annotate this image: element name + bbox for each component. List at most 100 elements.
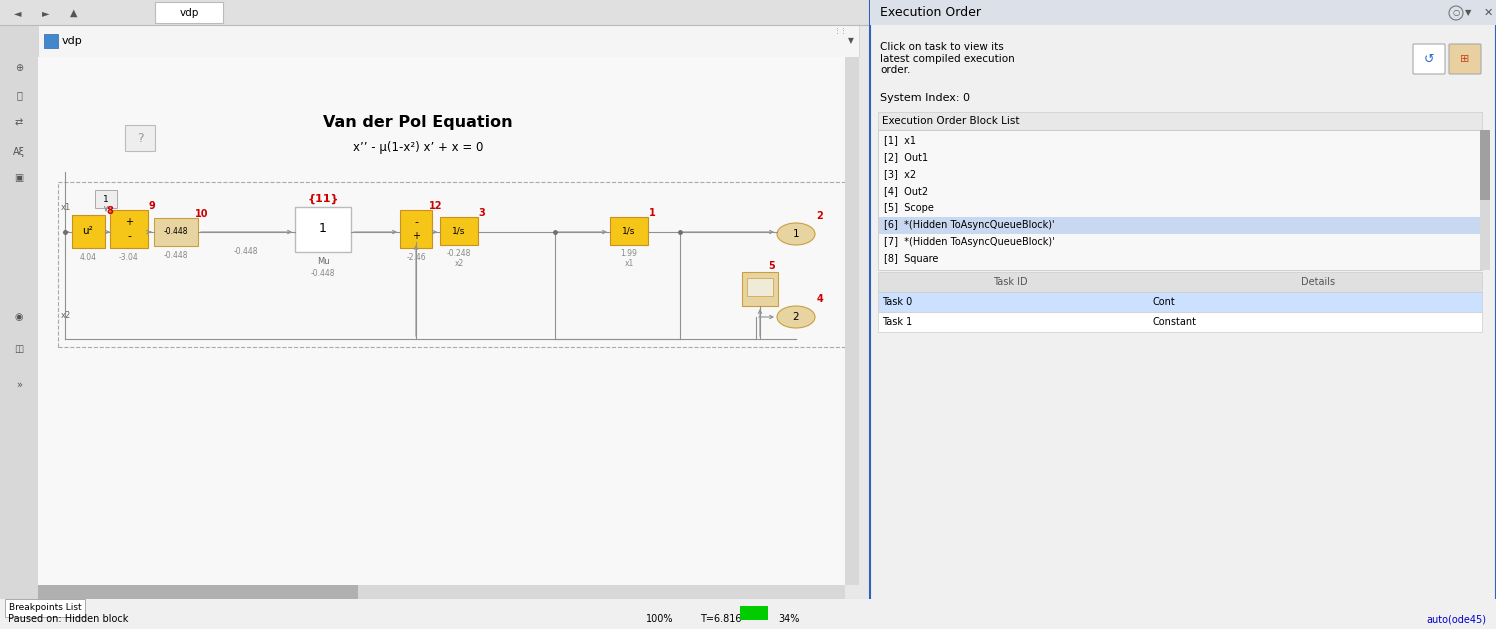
Text: [8]  Square: [8] Square xyxy=(884,254,938,264)
Text: -2.46: -2.46 xyxy=(407,252,426,262)
Bar xyxy=(37,57,845,585)
Text: ▣: ▣ xyxy=(15,173,24,183)
Text: ⊞: ⊞ xyxy=(1460,54,1469,64)
Text: -0.248: -0.248 xyxy=(447,250,471,259)
Bar xyxy=(878,312,1483,332)
Bar xyxy=(440,217,479,245)
Text: -0.448: -0.448 xyxy=(163,228,188,237)
Circle shape xyxy=(1450,6,1463,20)
Text: 8: 8 xyxy=(106,206,114,216)
Text: -3.04: -3.04 xyxy=(120,252,139,262)
Bar xyxy=(878,112,1483,130)
Text: -: - xyxy=(414,217,417,227)
Bar xyxy=(741,606,767,620)
Text: x’’ - μ(1-x²) x’ + x = 0: x’’ - μ(1-x²) x’ + x = 0 xyxy=(353,140,483,153)
Bar xyxy=(399,210,432,248)
Text: 2: 2 xyxy=(817,211,823,221)
Text: 9: 9 xyxy=(148,201,156,211)
Bar xyxy=(0,599,1496,629)
Bar xyxy=(0,25,37,599)
Text: 2: 2 xyxy=(793,312,799,322)
Text: [5]  Scope: [5] Scope xyxy=(884,203,934,213)
Text: ↺: ↺ xyxy=(1424,52,1435,65)
Bar xyxy=(880,217,1481,234)
Text: ?: ? xyxy=(136,131,144,145)
Bar xyxy=(845,57,859,585)
Bar xyxy=(111,210,148,248)
Bar xyxy=(1480,130,1490,200)
FancyBboxPatch shape xyxy=(1414,44,1445,74)
Bar xyxy=(156,2,223,23)
Text: [4]  Out2: [4] Out2 xyxy=(884,186,928,196)
Text: 12: 12 xyxy=(429,201,443,211)
Bar xyxy=(878,130,1483,270)
Text: 34%: 34% xyxy=(778,614,799,624)
Text: 4.04: 4.04 xyxy=(79,252,97,262)
Text: vdp: vdp xyxy=(61,36,82,46)
Text: u²: u² xyxy=(82,226,93,236)
Text: ▲: ▲ xyxy=(70,8,78,18)
Text: ◄: ◄ xyxy=(15,8,22,18)
Bar xyxy=(4,599,85,617)
Text: 3: 3 xyxy=(479,208,485,218)
Text: x1: x1 xyxy=(624,260,634,269)
Text: 4: 4 xyxy=(817,294,823,304)
Bar xyxy=(43,34,58,48)
FancyBboxPatch shape xyxy=(1450,44,1481,74)
Text: [1]  x1: [1] x1 xyxy=(884,135,916,145)
Text: -0.448: -0.448 xyxy=(233,247,259,257)
Bar xyxy=(37,585,358,599)
Text: Cont: Cont xyxy=(1153,297,1176,307)
Text: 10: 10 xyxy=(196,209,209,219)
Bar xyxy=(58,182,856,347)
Text: Paused on: Hidden block: Paused on: Hidden block xyxy=(7,614,129,624)
Text: 1: 1 xyxy=(793,229,799,239)
Text: ⇄: ⇄ xyxy=(15,117,22,127)
Text: ▼: ▼ xyxy=(848,36,854,45)
Text: 1: 1 xyxy=(103,194,109,204)
Bar xyxy=(72,215,105,248)
Text: ○: ○ xyxy=(1453,9,1460,18)
Text: ⤢: ⤢ xyxy=(16,90,22,100)
Text: auto(ode45): auto(ode45) xyxy=(1426,614,1486,624)
Ellipse shape xyxy=(776,306,815,328)
Bar xyxy=(295,207,352,252)
Text: -0.448: -0.448 xyxy=(163,250,188,260)
Bar xyxy=(871,0,1496,25)
Bar xyxy=(37,25,859,57)
Text: 5: 5 xyxy=(769,261,775,271)
Text: 1/s: 1/s xyxy=(622,226,636,235)
Text: Task 1: Task 1 xyxy=(883,317,913,327)
Text: vdp: vdp xyxy=(180,8,199,18)
Bar xyxy=(0,0,1496,25)
Text: [3]  x2: [3] x2 xyxy=(884,169,916,179)
Bar xyxy=(878,292,1483,312)
Text: {11}: {11} xyxy=(307,194,338,204)
Text: Aξ: Aξ xyxy=(13,147,25,157)
Text: Mu: Mu xyxy=(317,257,329,267)
Text: x2: x2 xyxy=(61,311,72,320)
Text: -0.448: -0.448 xyxy=(311,269,335,279)
Bar xyxy=(126,125,156,151)
Text: T=6.816: T=6.816 xyxy=(700,614,742,624)
Text: Van der Pol Equation: Van der Pol Equation xyxy=(323,114,513,130)
Bar xyxy=(37,25,859,599)
Bar xyxy=(96,190,117,208)
Bar xyxy=(37,585,845,599)
Text: Task ID: Task ID xyxy=(993,277,1028,287)
Ellipse shape xyxy=(776,223,815,245)
Text: x2: x2 xyxy=(455,260,464,269)
Text: ◉: ◉ xyxy=(15,312,24,322)
Text: 1.99: 1.99 xyxy=(621,250,637,259)
Bar xyxy=(742,272,778,306)
Bar xyxy=(1480,130,1490,270)
Text: ⋮⋮: ⋮⋮ xyxy=(833,27,848,33)
Text: Click on task to view its
latest compiled execution
order.: Click on task to view its latest compile… xyxy=(880,42,1014,75)
Text: 1: 1 xyxy=(649,208,655,218)
Text: [6]  *(Hidden ToAsyncQueueBlock)': [6] *(Hidden ToAsyncQueueBlock)' xyxy=(884,220,1055,230)
Text: Execution Order: Execution Order xyxy=(880,6,981,19)
Text: Constant: Constant xyxy=(1153,317,1197,327)
Text: Breakpoints List: Breakpoints List xyxy=(9,603,81,613)
Text: ►: ► xyxy=(42,8,49,18)
Text: x1: x1 xyxy=(61,203,72,211)
